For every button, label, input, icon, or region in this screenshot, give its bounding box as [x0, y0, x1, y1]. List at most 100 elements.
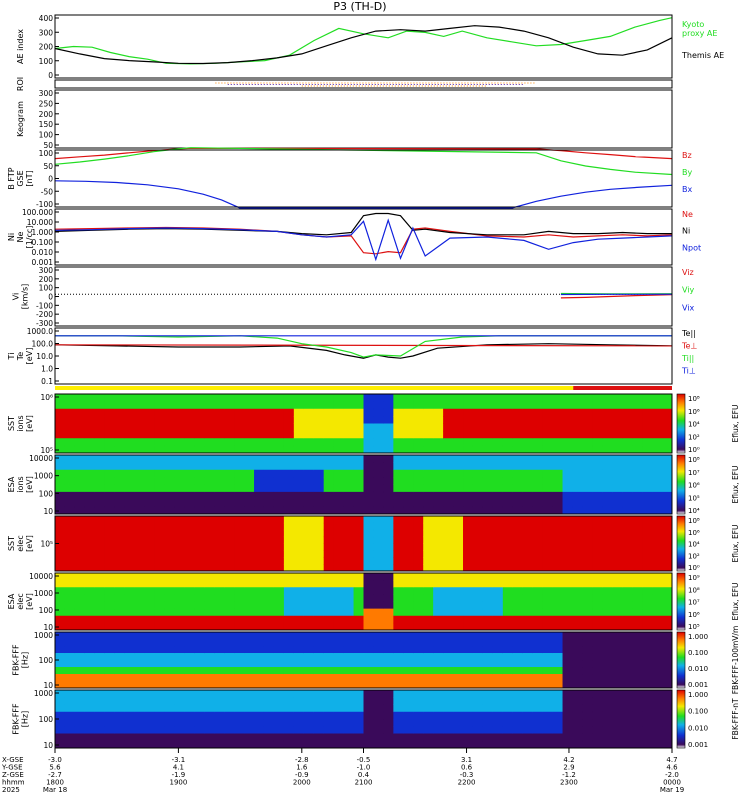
sst_e-cell: [413, 529, 424, 538]
fbk_b-cell: [582, 690, 593, 698]
esa_i-cell: [323, 499, 335, 508]
sst_i-cell: [492, 401, 504, 410]
sst_e-cell: [403, 529, 414, 538]
esa_i-cell: [662, 477, 673, 485]
temperature-ytick-label: 1.0: [41, 365, 53, 374]
fbk_b-cell: [423, 719, 434, 727]
esa_e-cell: [562, 615, 573, 624]
sst_i-cell: [244, 445, 255, 454]
fbk_b-ytick-label: 100: [39, 715, 54, 724]
esa_e-cell: [74, 580, 86, 588]
sst_i-cell: [244, 438, 255, 447]
density-frame: [54, 208, 673, 266]
sst_e-cell: [472, 543, 484, 551]
esa_i-cell: [592, 469, 603, 478]
fbk_e-cell: [353, 660, 364, 668]
esa_e-cell: [104, 587, 116, 595]
sst_e-cell: [224, 543, 235, 551]
fbk_e-cbar-tick: 0.010: [688, 665, 708, 673]
sst_e-cell: [353, 543, 364, 551]
esa_e-cell: [144, 601, 156, 610]
esa_i-cell: [184, 455, 195, 463]
fbk_e-cell: [542, 646, 554, 654]
esa_i-cell: [174, 499, 185, 508]
esa_e-cell: [164, 622, 175, 631]
fbk_b-cell: [393, 690, 404, 698]
sst_i-cell: [254, 423, 265, 432]
sst_e-cell: [333, 516, 345, 524]
fbk_e-cell: [333, 646, 345, 654]
sst_i-cell: [522, 408, 534, 417]
sst_i-cell: [293, 416, 305, 424]
esa_e-cell: [592, 587, 603, 595]
fbk_b-cell: [542, 740, 554, 749]
sst_e-cell: [662, 529, 673, 538]
fbk_e-cell: [55, 653, 66, 661]
sst_e-cell: [94, 529, 106, 538]
fbk_b-cell: [522, 733, 534, 742]
sst_e-cell: [84, 529, 96, 538]
sst_e-cell: [134, 516, 146, 524]
esa_e-cell: [373, 601, 384, 610]
sst_e-cell: [383, 557, 394, 565]
fbk_b-cell: [263, 733, 275, 742]
fbk_e-cell: [144, 667, 156, 675]
esa_i-cell: [542, 477, 554, 485]
esa_i-cell: [64, 506, 76, 515]
esa_i-cbar-tick: 10⁶: [688, 482, 700, 490]
sst_i-cbar-tick: 10⁶: [688, 408, 700, 416]
fbk_b-cell: [393, 733, 404, 742]
sst_i-cell: [662, 438, 673, 447]
esa_i-cell: [343, 484, 355, 493]
esa_i-cell: [204, 455, 215, 463]
bfield-legend-0: Bz: [682, 151, 692, 160]
esa_e-cell: [532, 601, 544, 610]
sst_e-cell: [114, 522, 126, 531]
esa_i-cell: [134, 506, 146, 515]
esa_i-cbar-tick: 10⁴: [688, 507, 700, 515]
sst_i-cell: [174, 401, 185, 410]
fbk_e-cell: [482, 632, 494, 640]
sst_i-cell: [224, 416, 235, 424]
fbk_b-cell: [353, 690, 364, 698]
esa_i-cell: [453, 462, 464, 471]
fbk_e-cell: [413, 639, 424, 647]
fbk_b-cell: [572, 719, 583, 727]
sst_i-cell: [373, 394, 384, 402]
fbk_b-cell: [224, 690, 235, 698]
fbk_b-cell: [433, 690, 444, 698]
sst_i-cell: [522, 401, 534, 410]
esa_i-cell: [124, 491, 136, 500]
fbk_e-cell: [552, 639, 564, 647]
esa_e-cell: [592, 594, 603, 602]
esa_e-cell: [134, 622, 146, 631]
esa_e-cell: [154, 601, 165, 610]
fbk_b-cell: [154, 733, 165, 742]
sst_i-cell: [174, 416, 185, 424]
sst_e-ylabel-line: elec: [16, 535, 25, 551]
sst_i-cell: [572, 423, 583, 432]
sst_e-cell: [64, 564, 76, 572]
fbk_e-cell: [423, 632, 434, 640]
sst_e-cell: [373, 550, 384, 558]
sst_e-cell: [423, 550, 434, 558]
esa_e-cell: [612, 615, 623, 624]
esa_e-cell: [423, 573, 434, 581]
sst_i-cell: [393, 394, 404, 402]
sst_i-cell: [323, 394, 335, 402]
sst_i-cell: [562, 394, 573, 402]
esa_e-cell: [263, 594, 275, 602]
sst_e-cell: [622, 516, 633, 524]
esa_i-cell: [244, 477, 255, 485]
fbk_b-cell: [224, 733, 235, 742]
sst_i-cell: [642, 408, 653, 417]
sst_e-cell: [662, 550, 673, 558]
esa_i-cell: [134, 491, 146, 500]
esa_e-cell: [472, 580, 484, 588]
esa_e-cell: [532, 573, 544, 581]
fbk_b-cell: [204, 711, 215, 720]
sst_i-cell: [453, 438, 464, 447]
sst_e-cell: [592, 550, 603, 558]
sst_e-cell: [373, 564, 384, 572]
sst_i-cell: [224, 430, 235, 439]
